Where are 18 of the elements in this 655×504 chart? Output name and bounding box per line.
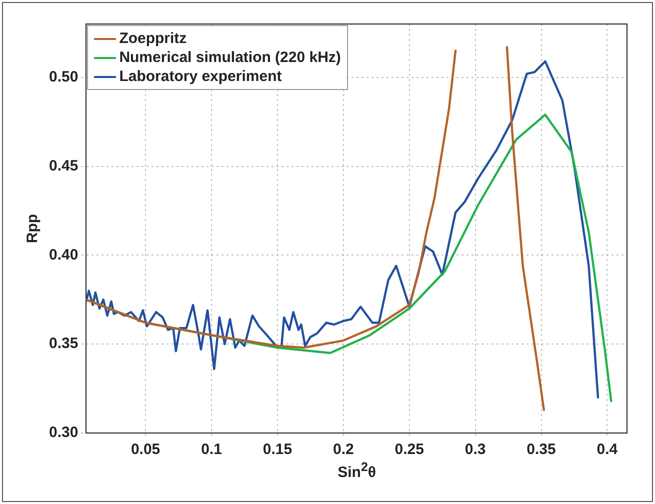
x-axis-title: Sin$^{2}$θ — [338, 460, 376, 481]
y-tick-label: 0.40 — [48, 246, 78, 264]
x-tick-label: 0.2 — [332, 441, 354, 458]
x-tick-label: 0.05 — [130, 441, 160, 458]
x-tick-label: 0.4 — [596, 441, 618, 458]
x-tick-label: 0.15 — [262, 441, 292, 458]
x-tick-label: 0.1 — [201, 441, 222, 458]
y-axis-title: Rpp — [24, 214, 42, 244]
legend-label: Laboratory experiment — [119, 68, 282, 85]
y-tick-label: 0.35 — [48, 335, 78, 352]
y-tick-label: 0.50 — [48, 68, 78, 86]
legend-label: Zoeppritz — [119, 30, 187, 47]
y-tick-label: 0.45 — [48, 157, 78, 174]
x-tick-label: 0.35 — [526, 441, 556, 458]
y-tick-label: 0.30 — [48, 424, 78, 442]
legend-label: Numerical simulation (220 kHz) — [119, 49, 341, 66]
x-tick-label: 0.3 — [464, 441, 486, 458]
x-tick-label: 0.25 — [394, 441, 424, 458]
